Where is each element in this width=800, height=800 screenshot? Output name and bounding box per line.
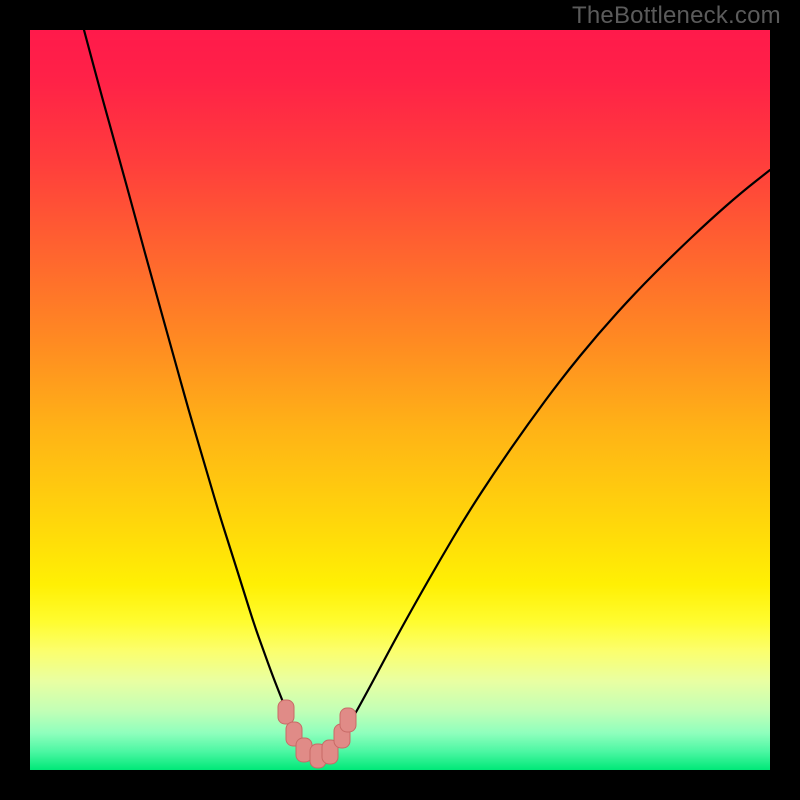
watermark-text: TheBottleneck.com xyxy=(572,2,781,30)
marker-point xyxy=(278,700,294,724)
marker-point xyxy=(340,708,356,732)
plot-area xyxy=(30,30,770,770)
chart-svg xyxy=(30,30,770,770)
gradient-background xyxy=(30,30,770,770)
